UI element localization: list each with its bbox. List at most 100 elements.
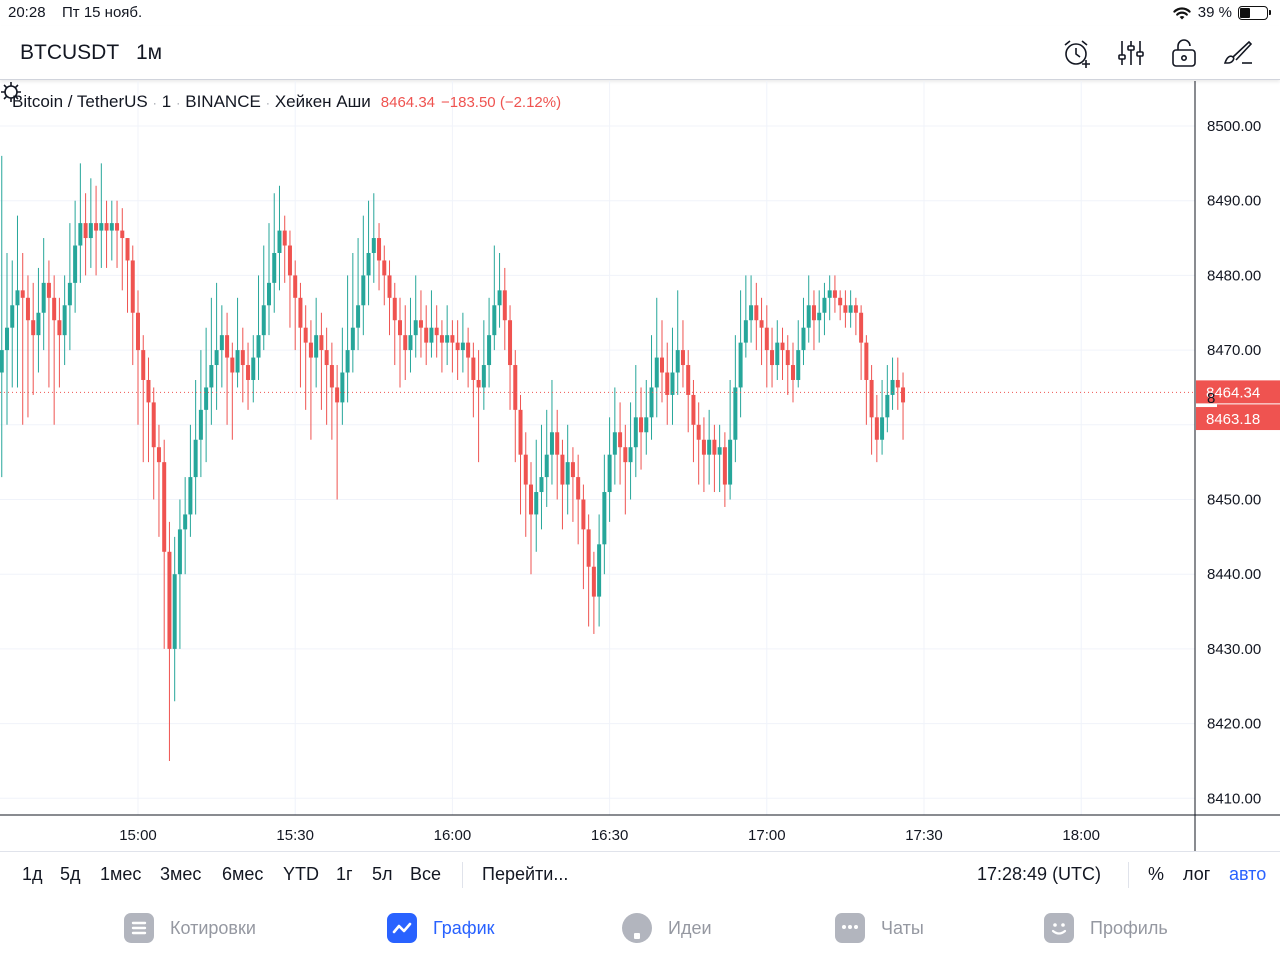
- candle-body: [314, 335, 319, 358]
- range-ytd[interactable]: YTD: [283, 864, 319, 884]
- candle-body: [565, 462, 570, 485]
- candle-body: [78, 223, 83, 246]
- candle-body: [529, 484, 533, 515]
- price-axis-label: 8450.00: [1207, 492, 1261, 509]
- interval-button[interactable]: 1м: [136, 41, 163, 64]
- candle-body: [329, 365, 334, 388]
- candle-body: [261, 305, 266, 336]
- last-price-label: 8464.34: [1206, 384, 1260, 401]
- candle-body: [801, 327, 806, 351]
- percent-toggle[interactable]: %: [1148, 864, 1165, 884]
- candle-body: [838, 297, 843, 306]
- tab-profile[interactable]: Профиль: [1044, 913, 1168, 943]
- lock-icon[interactable]: [1168, 37, 1200, 69]
- range-5d[interactable]: 5д: [60, 864, 81, 884]
- candle-body: [5, 327, 9, 351]
- candle-body: [722, 447, 727, 485]
- log-toggle[interactable]: лог: [1183, 864, 1211, 884]
- candlestick-chart[interactable]: 8500.00 8490.00 8480.00 8470.00 8450.00 8440.…: [0, 81, 1280, 851]
- candle-body: [15, 290, 20, 306]
- utc-clock[interactable]: 17:28:49 (UTC): [977, 864, 1102, 884]
- candle-body: [612, 432, 617, 455]
- candle-body: [759, 320, 764, 328]
- tab-ideas[interactable]: Идеи: [622, 913, 712, 943]
- time-axis-label: 17:00: [748, 827, 786, 844]
- range-3m[interactable]: 3мес: [160, 864, 202, 884]
- auto-toggle[interactable]: авто: [1229, 864, 1267, 884]
- candle-body: [633, 417, 638, 448]
- wifi-icon: [1173, 6, 1191, 19]
- price-axis-partial-label: 8: [1207, 390, 1215, 407]
- candle-body: [445, 335, 450, 343]
- candle-body: [649, 387, 654, 418]
- candle-body: [434, 327, 439, 336]
- tab-chats[interactable]: Чаты: [835, 913, 924, 943]
- candle-body: [198, 409, 203, 440]
- candle-body: [691, 394, 696, 425]
- candle-body: [120, 230, 125, 239]
- price-axis-label: 8480.00: [1207, 267, 1261, 284]
- candle-body: [754, 305, 759, 321]
- candle-body: [544, 454, 549, 478]
- range-all[interactable]: Все: [410, 864, 442, 884]
- tab-quotes[interactable]: Котировки: [124, 913, 256, 943]
- candle-body: [654, 357, 659, 388]
- tab-label: Идеи: [668, 917, 712, 938]
- candle-body: [25, 297, 30, 321]
- symbol-button[interactable]: BTCUSDT: [20, 41, 120, 64]
- range-1m[interactable]: 1мес: [100, 864, 142, 884]
- candle-body: [41, 282, 46, 313]
- candle-body: [764, 327, 769, 351]
- candle-body: [183, 514, 188, 530]
- candle-body: [83, 223, 88, 239]
- range-6m[interactable]: 6мес: [222, 864, 264, 884]
- price-axis-label: 8500.00: [1207, 118, 1261, 135]
- candle-body: [848, 305, 853, 313]
- tab-label: График: [433, 917, 495, 938]
- chart-area[interactable]: 8500.00 8490.00 8480.00 8470.00 8450.00 8440.…: [0, 81, 1280, 851]
- candle-body: [539, 477, 544, 493]
- candle-body: [340, 372, 345, 403]
- candle-body: [670, 372, 675, 395]
- candle-body: [660, 357, 664, 373]
- candle-body: [471, 357, 476, 380]
- candle-body: [743, 320, 748, 343]
- candle-body: [476, 379, 481, 388]
- candle-body: [204, 387, 209, 410]
- candle-body: [586, 529, 591, 567]
- drawing-tools-icon[interactable]: [1222, 37, 1254, 69]
- range-1d[interactable]: 1д: [22, 864, 43, 884]
- divider: [462, 862, 463, 888]
- status-right: 39 %: [1172, 4, 1271, 21]
- close-price-label: 8463.18: [1206, 411, 1260, 428]
- price-axis-label: 8490.00: [1207, 193, 1261, 210]
- range-5y[interactable]: 5л: [372, 864, 393, 884]
- candle-body: [109, 223, 114, 231]
- range-1y[interactable]: 1г: [336, 864, 353, 884]
- gear-icon[interactable]: [0, 81, 22, 103]
- candle-body: [717, 447, 722, 455]
- candle-body: [267, 282, 271, 306]
- candle-body: [581, 499, 586, 530]
- goto-button[interactable]: Перейти...: [482, 864, 569, 884]
- candle-body: [466, 342, 471, 358]
- tab-chart[interactable]: График: [387, 913, 495, 943]
- chart-icon: [387, 913, 417, 943]
- candle-body: [177, 529, 182, 575]
- alarm-add-icon[interactable]: [1061, 37, 1093, 69]
- candle-body: [73, 245, 78, 283]
- candle-body: [356, 305, 361, 328]
- candle-body: [298, 297, 303, 328]
- candle-body: [319, 335, 324, 351]
- price-axis-label: 8430.00: [1207, 641, 1261, 658]
- legend-exchange: BINANCE: [185, 92, 261, 111]
- candle-body: [817, 312, 822, 321]
- candle-body: [130, 260, 135, 313]
- candle-body: [806, 305, 811, 328]
- candle-body: [62, 305, 67, 336]
- candle-body: [272, 252, 277, 283]
- candle-body: [324, 350, 329, 366]
- candle-body: [796, 350, 801, 380]
- price-axis-label: 8440.00: [1207, 566, 1261, 583]
- indicators-icon[interactable]: [1115, 37, 1147, 69]
